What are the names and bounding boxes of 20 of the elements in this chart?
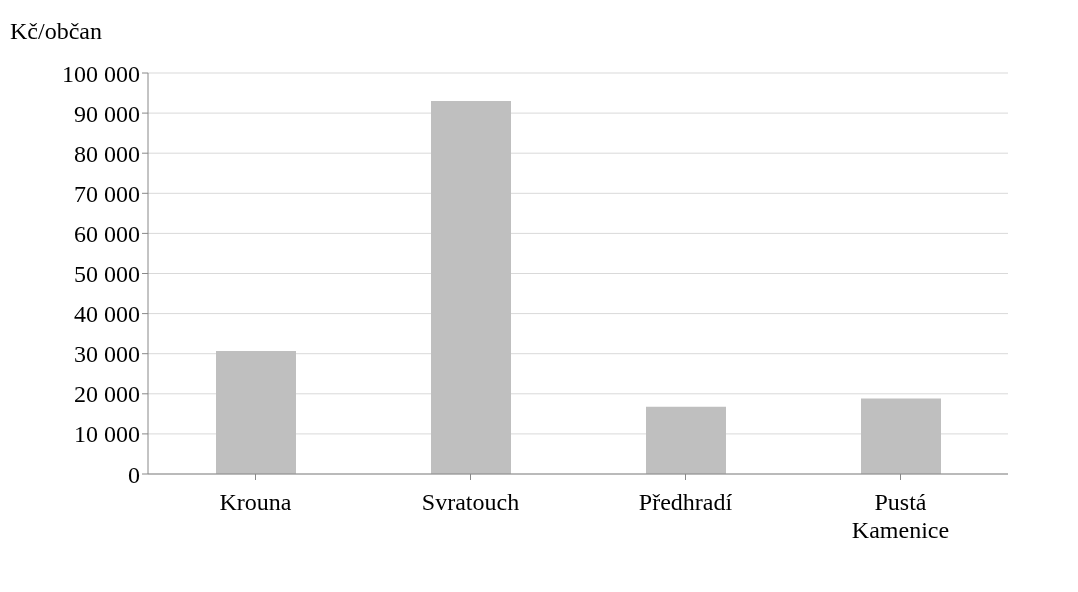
y-tick-label: 60 000 — [74, 220, 140, 247]
x-tick-label: Krouna — [219, 489, 292, 515]
y-tick-label: 40 000 — [74, 301, 140, 328]
y-tick-label: 90 000 — [74, 100, 140, 127]
y-axis-title: Kč/občan — [10, 18, 102, 45]
bar — [216, 350, 296, 474]
y-tick-label: 10 000 — [74, 421, 140, 448]
x-tick-label: Svratouch — [421, 489, 520, 515]
y-tick-label: 80 000 — [74, 140, 140, 167]
bar — [861, 398, 941, 474]
y-tick-label: 30 000 — [74, 341, 140, 368]
bar — [646, 406, 726, 474]
x-tick-label: Pustá Kamenice — [851, 489, 950, 543]
y-tick-label: 20 000 — [74, 381, 140, 408]
y-tick-label: 70 000 — [74, 180, 140, 207]
x-tick-label: Předhradí — [638, 489, 733, 515]
y-tick-label: 0 — [128, 461, 140, 488]
y-tick-label: 100 000 — [62, 60, 140, 87]
bar — [431, 101, 511, 474]
y-tick-label: 50 000 — [74, 261, 140, 288]
